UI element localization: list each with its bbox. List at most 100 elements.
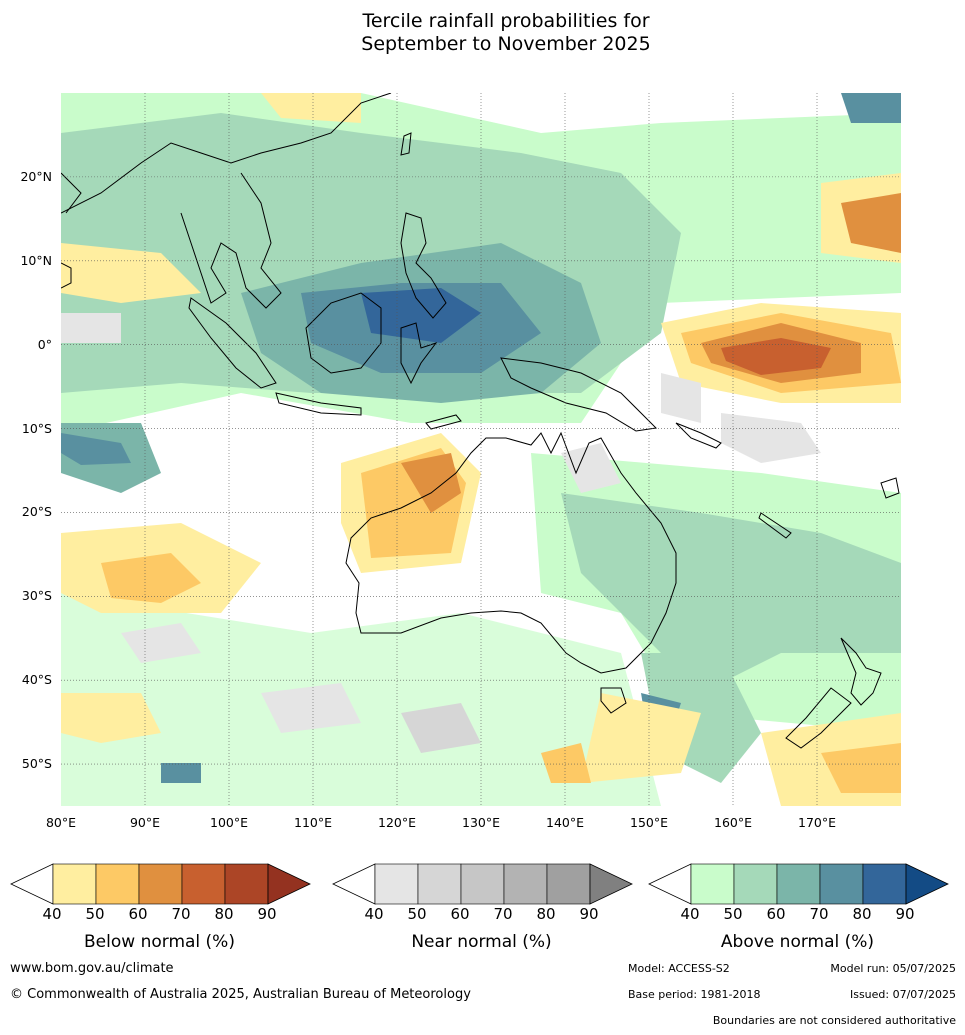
latitude-label: 20°N <box>20 168 52 184</box>
latitude-label: 30°S <box>21 588 52 604</box>
latitude-label: 10°N <box>20 252 52 268</box>
latitude-label: 20°S <box>21 504 52 520</box>
issued-text: Issued: 07/07/2025 <box>849 988 956 1001</box>
tasmania-coastline <box>600 687 627 714</box>
probability-shading <box>61 93 901 806</box>
longitude-label: 110°E <box>293 815 333 830</box>
colorbar-segment <box>776 863 821 905</box>
colorbar-tick-label: 50 <box>407 905 427 923</box>
map-title: Tercile rainfall probabilities for Septe… <box>0 10 965 56</box>
colorbar-segment <box>503 863 548 905</box>
near-normal-area <box>661 373 701 423</box>
longitude-label: 160°E <box>713 815 753 830</box>
colorbar-tick-label: 60 <box>450 905 470 923</box>
india-coastline <box>61 172 82 214</box>
longitude-label: 100°E <box>209 815 249 830</box>
colorbar-segment <box>460 863 505 905</box>
australia-coastline <box>345 431 677 674</box>
colorbar-title: Above normal (%) <box>720 932 875 952</box>
colorbar-tick-label: 80 <box>852 905 872 923</box>
below-normal-area <box>101 553 201 603</box>
above-normal-area <box>841 93 901 123</box>
colorbar-segment <box>733 863 778 905</box>
new-zealand-north-coastline <box>840 637 882 706</box>
website-link[interactable]: www.bom.gov.au/climate <box>10 961 174 976</box>
new-zealand-south-coastline <box>785 687 852 749</box>
near-normal-area <box>261 683 361 733</box>
colorbar-tick-label: 40 <box>364 905 384 923</box>
colorbar-segment <box>374 863 419 905</box>
colorbar <box>10 863 311 905</box>
probability-map <box>61 93 901 806</box>
colorbar-segment <box>546 863 591 905</box>
colorbar-tick-label: 40 <box>680 905 700 923</box>
below-normal-area <box>721 338 831 375</box>
model-run-text: Model run: 05/07/2025 <box>830 962 956 975</box>
colorbar-tick-label: 90 <box>895 905 915 923</box>
above-normal-area <box>361 288 481 343</box>
colorbar-tick-label: 40 <box>42 905 62 923</box>
near-normal-area <box>121 623 201 663</box>
colorbar-tick-label: 70 <box>171 905 191 923</box>
colorbar-low-arrow <box>648 863 692 905</box>
timor-coastline <box>425 414 462 430</box>
asia-coastline <box>61 93 392 309</box>
colorbar-low-arrow <box>332 863 376 905</box>
sumatra-coastline <box>188 297 277 389</box>
longitude-label: 170°E <box>797 815 837 830</box>
colorbar-segment <box>819 863 864 905</box>
above-normal-area <box>161 763 201 783</box>
colorbar-high-arrow <box>267 863 311 905</box>
colorbar-tick-label: 60 <box>766 905 786 923</box>
longitude-label: 140°E <box>545 815 585 830</box>
colorbar <box>648 863 949 905</box>
philippines-coastline <box>400 212 447 319</box>
colorbar-low-arrow <box>10 863 54 905</box>
longitude-label: 120°E <box>377 815 417 830</box>
longitude-label: 80°E <box>45 815 77 830</box>
colorbar-high-arrow <box>589 863 633 905</box>
colorbar-tick-label: 50 <box>85 905 105 923</box>
model-text: Model: ACCESS-S2 <box>628 962 730 975</box>
colorbar-segment <box>690 863 735 905</box>
longitude-label: 150°E <box>629 815 669 830</box>
colorbar-title: Near normal (%) <box>411 932 552 952</box>
near-normal-area <box>561 443 621 493</box>
below-normal-area <box>61 243 201 303</box>
below-normal-area <box>61 693 161 743</box>
colorbar-tick-label: 80 <box>536 905 556 923</box>
title-line-1: Tercile rainfall probabilities for <box>362 10 650 32</box>
sulawesi-coastline <box>400 322 438 385</box>
new-caledonia-coastline <box>758 512 792 539</box>
latitude-label: 10°S <box>21 420 52 436</box>
below-normal-area <box>261 93 361 123</box>
sri-lanka-coastline <box>61 262 72 289</box>
near-normal-area <box>61 313 121 343</box>
colorbar-tick-label: 90 <box>579 905 599 923</box>
colorbar-tick-label: 70 <box>809 905 829 923</box>
latitude-label: 40°S <box>21 672 52 688</box>
colorbar-segment <box>862 863 907 905</box>
above-normal-area <box>561 493 901 693</box>
latitude-label: 0° <box>37 336 52 352</box>
colorbar-tick-label: 90 <box>257 905 277 923</box>
colorbar-tick-label: 80 <box>214 905 234 923</box>
longitude-label: 90°E <box>129 815 161 830</box>
colorbar-segment <box>224 863 269 905</box>
below-normal-area <box>541 743 591 783</box>
base-period-text: Base period: 1981-2018 <box>628 988 761 1001</box>
below-normal-area <box>841 193 901 253</box>
title-line-2: September to November 2025 <box>361 33 651 55</box>
solomon-islands-coastline <box>675 422 722 449</box>
near-normal-area <box>721 413 821 463</box>
map-canvas <box>61 93 901 806</box>
borneo-coastline <box>305 292 382 374</box>
gridlines <box>61 93 901 806</box>
colorbar-segment <box>138 863 183 905</box>
coastlines <box>61 93 900 749</box>
boundaries-note: Boundaries are not considered authoritat… <box>712 1014 956 1027</box>
colorbar <box>332 863 633 905</box>
java-coastline <box>275 392 362 416</box>
colorbar-tick-label: 60 <box>128 905 148 923</box>
colorbar-high-arrow <box>905 863 949 905</box>
